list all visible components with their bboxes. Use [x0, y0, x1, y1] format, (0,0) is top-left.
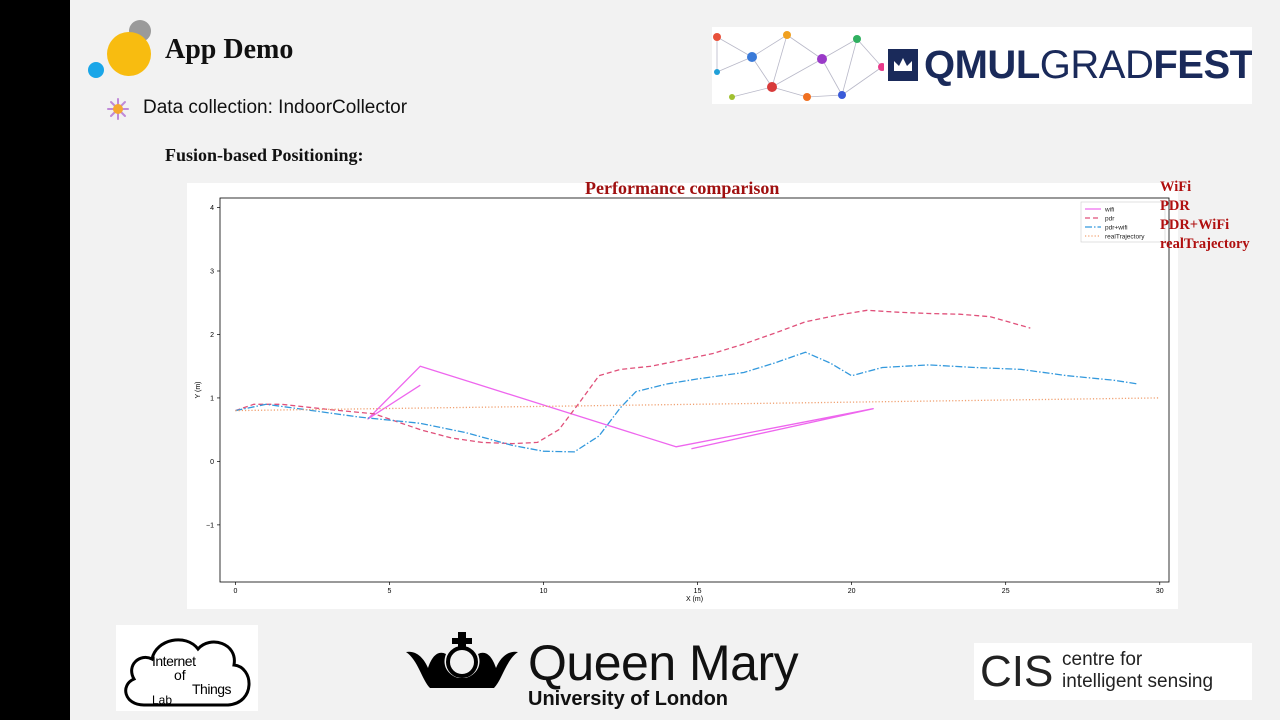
chart-title: Performance comparison	[585, 178, 780, 198]
x-axis-label: X (m)	[686, 596, 703, 603]
crown-shield-icon	[888, 49, 918, 81]
legend-entry: pdr	[1105, 216, 1115, 223]
left-black-bar	[0, 0, 70, 720]
iot-text-internet: Internet	[152, 653, 196, 669]
gradfest-bold-2: FEST	[1153, 43, 1252, 87]
legend-entry: wifi	[1104, 207, 1114, 214]
y-tick-label: 2	[210, 332, 214, 339]
cis-logo: CIS centre for intelligent sensing	[974, 643, 1252, 700]
crown-icon	[406, 632, 518, 688]
x-tick-label: 0	[233, 588, 237, 595]
x-tick-label: 30	[1156, 588, 1164, 595]
legend-entry: realTrajectory	[1105, 234, 1145, 241]
iot-text-lab: Lab	[152, 693, 173, 707]
plot-frame	[219, 197, 1170, 583]
queen-mary-logo: Queen Mary University of London	[400, 622, 840, 714]
iot-text-of: of	[174, 667, 186, 683]
legend-overlay-wifi: WiFi	[1160, 179, 1192, 195]
queen-mary-subtitle: University of London	[528, 688, 728, 710]
gradfest-light: GRAD	[1039, 43, 1154, 87]
cis-line-2: intelligent sensing	[1062, 671, 1214, 692]
legend-overlay: WiFi PDR PDR+WiFi realTrajectory	[1160, 178, 1250, 254]
y-tick-label: 1	[210, 395, 214, 402]
subheading: Fusion-based Positioning:	[165, 145, 364, 165]
legend-overlay-pdr-wifi: PDR+WiFi	[1160, 217, 1230, 233]
y-tick-label: 4	[210, 205, 214, 212]
y-axis-label: Y (m)	[195, 382, 202, 399]
x-tick-label: 20	[848, 588, 856, 595]
performance-chart: 0 5 10 15 20 25 30 −1 0 1 2 3 4 X (m) Y (m) wifi pdr p…	[195, 197, 1170, 603]
page-title: App Demo	[165, 34, 294, 65]
queen-mary-name: Queen Mary	[528, 635, 799, 691]
star-bullet-icon	[107, 98, 129, 120]
y-tick-label: 0	[210, 459, 214, 466]
cis-fullname: centre for intelligent sensing	[1062, 649, 1213, 693]
series-line-pdr	[235, 309, 1031, 445]
bullet-text: Data collection: IndoorCollector	[143, 97, 408, 118]
cis-acronym: CIS	[980, 647, 1054, 696]
legend-overlay-real: realTrajectory	[1160, 236, 1250, 252]
legend-entry: pdr+wifi	[1105, 225, 1128, 232]
x-tick-label: 10	[540, 588, 548, 595]
decorative-circles-icon	[88, 20, 151, 78]
y-tick-label: −1	[206, 522, 214, 529]
series-line-realtrajectory	[235, 397, 1160, 412]
iot-text-things: Things	[192, 681, 232, 697]
cis-line-1: centre for	[1062, 649, 1143, 670]
gradfest-wordmark: QMULGRADFEST	[924, 43, 1252, 88]
x-tick-label: 25	[1002, 588, 1010, 595]
gradfest-bold-1: QMUL	[924, 43, 1040, 87]
cloud-icon	[124, 638, 251, 707]
gradfest-logo: QMULGRADFEST	[712, 27, 1252, 104]
series-line-wifi	[367, 365, 874, 450]
chart-legend: wifi pdr pdr+wifi realTrajectory	[1080, 201, 1166, 243]
y-tick-label: 3	[210, 268, 214, 275]
chart-area: 0 5 10 15 20 25 30 −1 0 1 2 3 4 X (m) Y (m) wifi pdr p…	[187, 183, 1178, 609]
iot-lab-logo: Internet of Things Lab	[116, 625, 258, 711]
legend-overlay-pdr: PDR	[1160, 198, 1190, 214]
network-graphic-icon	[713, 31, 884, 101]
x-tick-label: 15	[694, 588, 702, 595]
series-line-pdr-wifi	[235, 351, 1139, 453]
x-tick-label: 5	[388, 588, 392, 595]
